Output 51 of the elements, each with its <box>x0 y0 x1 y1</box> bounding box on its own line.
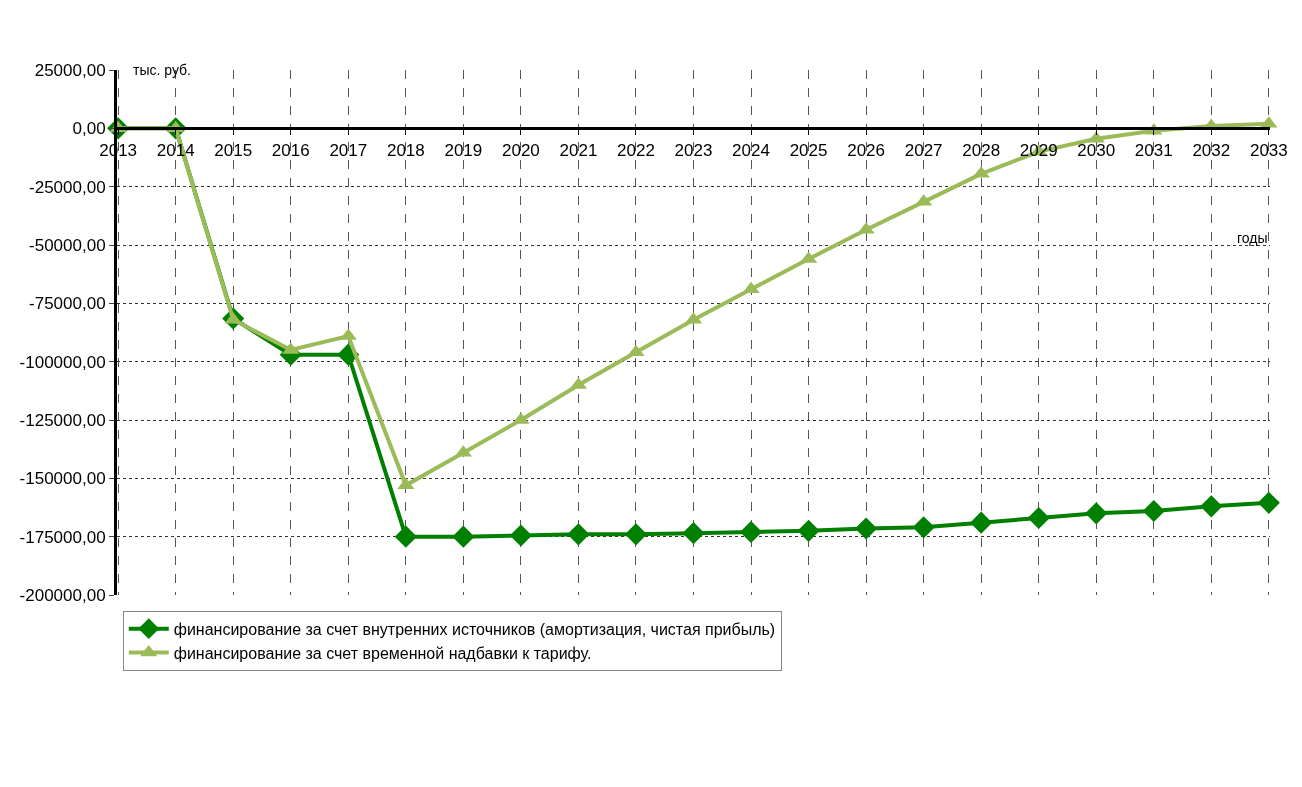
y-tick-label: -150000,00 <box>19 469 106 489</box>
x-tick-label: 2028 <box>962 140 1001 160</box>
point <box>970 511 993 534</box>
point <box>797 519 820 542</box>
x-axis-title: годы <box>1237 230 1268 246</box>
y-tick-label: -125000,00 <box>19 410 106 430</box>
point <box>1257 491 1280 514</box>
x-tick-label: 2024 <box>732 140 770 160</box>
point <box>1027 506 1050 530</box>
x-tick-label: 2033 <box>1249 140 1288 160</box>
x-tick-label: 2031 <box>1134 140 1173 160</box>
x-tick-label: 2027 <box>904 140 943 160</box>
x-tick-label: 2021 <box>559 140 598 160</box>
y-axis-title: тыс. руб. <box>133 62 191 78</box>
x-tick-label: 2020 <box>501 140 540 160</box>
x-tick-label: 2023 <box>674 140 713 160</box>
point <box>742 281 760 294</box>
point <box>1085 502 1108 525</box>
legend-label: финансирование за счет внутренних источников (амортизация, чистая прибыль) <box>173 620 776 638</box>
point <box>912 516 935 539</box>
legend-label: финансирование за счет временной надбавки к тарифу. <box>173 644 592 662</box>
x-tick-label: 2019 <box>444 140 483 160</box>
y-tick-label: -50000,00 <box>29 235 106 255</box>
y-tick-label: -25000,00 <box>29 177 106 197</box>
point <box>397 477 415 490</box>
x-tick-label: 2022 <box>617 140 655 160</box>
point <box>567 523 590 546</box>
x-tick-label: 2017 <box>329 140 368 160</box>
x-tick-label: 2016 <box>271 140 310 160</box>
point <box>394 525 417 548</box>
point <box>1142 499 1165 523</box>
y-tick-label: -175000,00 <box>19 527 106 547</box>
point <box>855 517 878 540</box>
x-tick-label: 2026 <box>847 140 886 160</box>
x-tick-label: 2018 <box>386 140 425 160</box>
y-tick-label: -200000,00 <box>19 585 106 605</box>
x-tick-label: 2025 <box>789 140 828 160</box>
x-tick-label: 2032 <box>1192 140 1231 160</box>
point <box>509 524 532 547</box>
point <box>624 523 648 546</box>
y-tick-label: -75000,00 <box>29 294 106 314</box>
x-tick-label: 2030 <box>1077 140 1116 160</box>
point <box>682 522 705 545</box>
y-tick-label: -100000,00 <box>19 352 106 372</box>
point <box>627 344 645 357</box>
y-tick-label: 0,00 <box>72 119 106 139</box>
point <box>739 520 763 544</box>
point <box>1200 495 1223 518</box>
point <box>452 525 475 548</box>
y-tick-label: 25000,00 <box>34 60 106 80</box>
x-tick-label: 2015 <box>214 140 253 160</box>
